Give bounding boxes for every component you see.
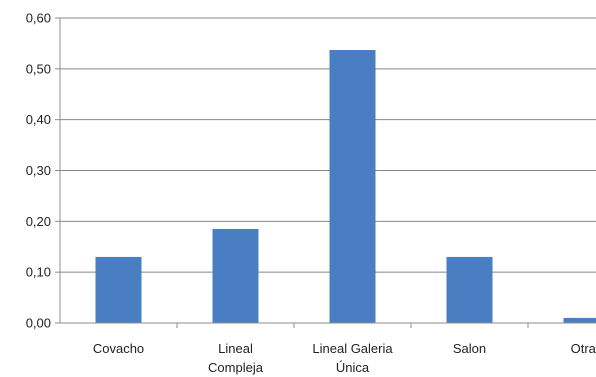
bar xyxy=(212,228,259,323)
x-category-label: Covacho xyxy=(93,341,144,356)
bar xyxy=(563,317,596,323)
y-tick-label: 0,30 xyxy=(26,163,51,178)
bars xyxy=(95,50,596,324)
x-tick-labels: Covacho Lineal Compleja Lineal Galeria Única… xyxy=(93,341,596,375)
y-tick-label: 0,50 xyxy=(26,61,51,76)
x-category-label: Salon xyxy=(453,341,486,356)
bar xyxy=(446,256,493,323)
bar xyxy=(329,50,376,324)
axes xyxy=(55,17,596,328)
gridlines xyxy=(60,17,596,273)
y-tick-label: 0,20 xyxy=(26,214,51,229)
y-tick-label: 0,60 xyxy=(26,11,51,26)
y-tick-label: 0,10 xyxy=(26,265,51,280)
x-category-label: Lineal Compleja xyxy=(208,341,264,375)
y-tick-label: 0,40 xyxy=(26,112,51,127)
x-category-label: Lineal Galeria Única xyxy=(312,341,393,375)
bar xyxy=(95,256,142,323)
y-tick-label: 0,00 xyxy=(26,316,51,331)
x-category-label: Otras xyxy=(571,341,596,356)
y-tick-labels: 0,00 0,10 0,20 0,30 0,40 0,50 0,60 xyxy=(26,11,51,331)
